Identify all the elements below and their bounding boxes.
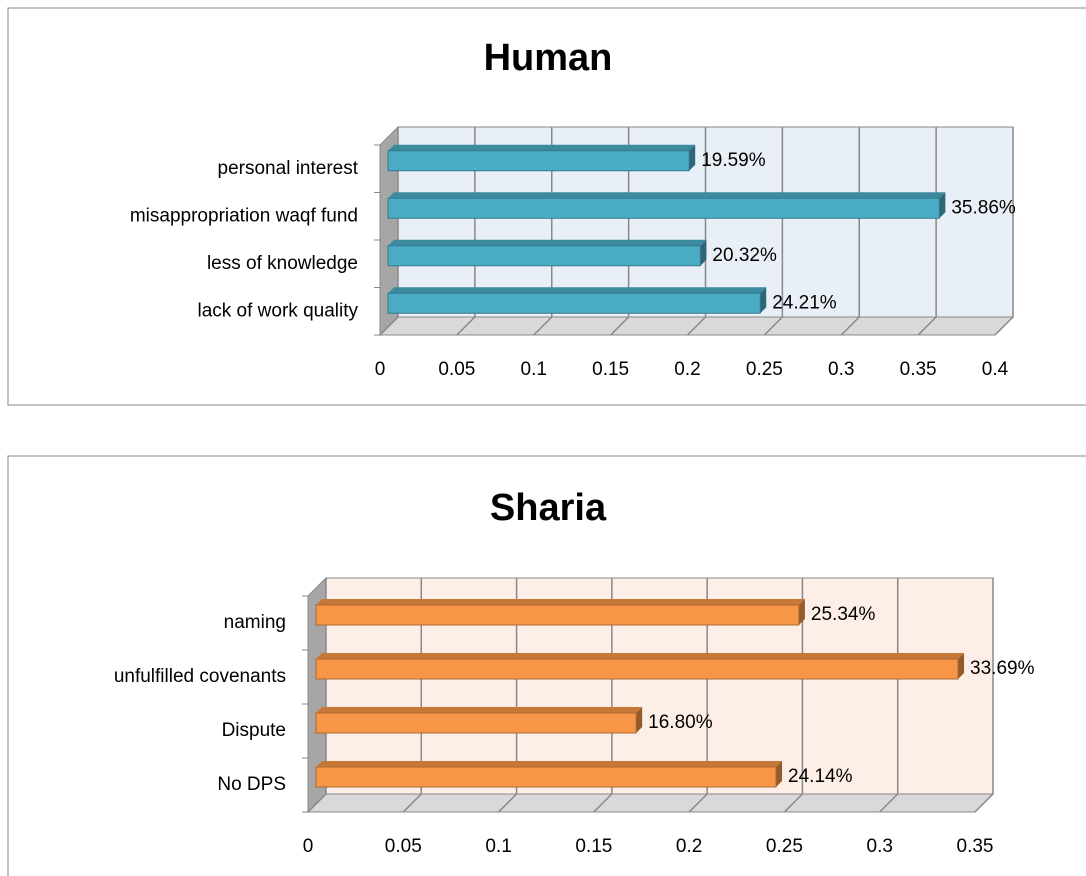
x-tick-label: 0.3 <box>828 359 854 380</box>
bar <box>315 707 643 734</box>
grid-line <box>402 578 423 813</box>
data-label: 33.69% <box>970 658 1035 679</box>
y-tick-label: No DPS <box>217 774 286 795</box>
bar-top <box>388 239 707 246</box>
data-label: 20.32% <box>712 245 777 266</box>
grid-line <box>688 578 708 813</box>
data-label: 24.14% <box>788 766 853 787</box>
bar <box>315 599 805 626</box>
grid-line <box>307 578 327 813</box>
y-tick-label: naming <box>224 612 286 633</box>
data-label: 24.21% <box>772 292 837 313</box>
x-tick-label: 0 <box>375 359 386 380</box>
bar-side <box>798 599 805 625</box>
bar-front <box>315 712 637 734</box>
y-tick-label: misappropriation waqf fund <box>130 205 358 226</box>
bar-front <box>315 766 777 788</box>
data-label: 35.86% <box>951 197 1016 218</box>
bar <box>387 287 767 314</box>
bar-top <box>388 192 946 199</box>
x-tick-label: 0.4 <box>982 359 1009 380</box>
bar-side <box>939 192 946 219</box>
bar-side <box>700 239 707 266</box>
bar-side <box>636 707 643 733</box>
grid-line <box>840 127 860 336</box>
x-tick-label: 0.15 <box>592 359 629 380</box>
bar-top <box>316 761 783 767</box>
grid-line <box>379 127 399 336</box>
bar-top <box>316 653 965 659</box>
grid-line <box>994 127 1014 336</box>
x-tick-label: 0.35 <box>957 836 994 857</box>
grid-line <box>763 127 784 336</box>
y-tick-label: less of knowledge <box>207 253 358 274</box>
bar-top <box>388 287 767 294</box>
x-tick-label: 0.05 <box>438 359 475 380</box>
data-label: 16.80% <box>648 712 713 733</box>
bar-side <box>760 287 767 314</box>
x-tick-label: 0.3 <box>867 836 893 857</box>
data-label: 19.59% <box>701 150 766 171</box>
bar-front <box>315 604 800 626</box>
data-label: 25.34% <box>811 604 876 625</box>
bar-front <box>387 245 701 267</box>
y-tick-label: unfulfilled covenants <box>114 666 286 687</box>
grid-line <box>917 127 937 336</box>
bar-front <box>315 658 959 680</box>
bar-side <box>776 761 783 787</box>
x-tick-label: 0.1 <box>521 359 547 380</box>
x-tick-label: 0.35 <box>900 359 937 380</box>
bar-side <box>689 144 696 171</box>
x-tick-label: 0 <box>303 836 314 857</box>
grid-line <box>879 578 899 813</box>
bar-front <box>387 150 690 172</box>
y-tick-label: Dispute <box>222 720 286 741</box>
bar-top <box>388 144 696 151</box>
x-tick-label: 0.15 <box>575 836 612 857</box>
grid-line <box>533 127 553 336</box>
bar <box>315 653 965 680</box>
grid-line <box>686 127 707 336</box>
x-tick-label: 0.25 <box>766 836 803 857</box>
bar <box>387 144 696 172</box>
x-tick-label: 0.25 <box>746 359 783 380</box>
bar <box>387 239 707 267</box>
bar-top <box>316 707 643 713</box>
bar-front <box>387 292 761 314</box>
chart-title: Sharia <box>490 487 607 529</box>
x-tick-label: 0.05 <box>385 836 422 857</box>
x-tick-label: 0.2 <box>674 359 700 380</box>
grid-line <box>974 578 994 813</box>
bar <box>315 761 783 788</box>
x-tick-label: 0.2 <box>676 836 702 857</box>
grid-line <box>610 127 630 336</box>
grid-line <box>783 578 804 813</box>
bar <box>387 192 946 219</box>
floor <box>306 793 995 813</box>
x-tick-label: 0.1 <box>485 836 511 857</box>
bar-top <box>316 599 805 605</box>
bar-side <box>958 653 965 679</box>
grid-line <box>593 578 613 813</box>
chart-title: Human <box>484 37 613 79</box>
bar-front <box>387 197 940 219</box>
y-tick-label: personal interest <box>218 158 359 179</box>
grid-line <box>498 578 518 813</box>
y-tick-label: lack of work quality <box>197 300 358 321</box>
grid-line <box>456 127 476 336</box>
